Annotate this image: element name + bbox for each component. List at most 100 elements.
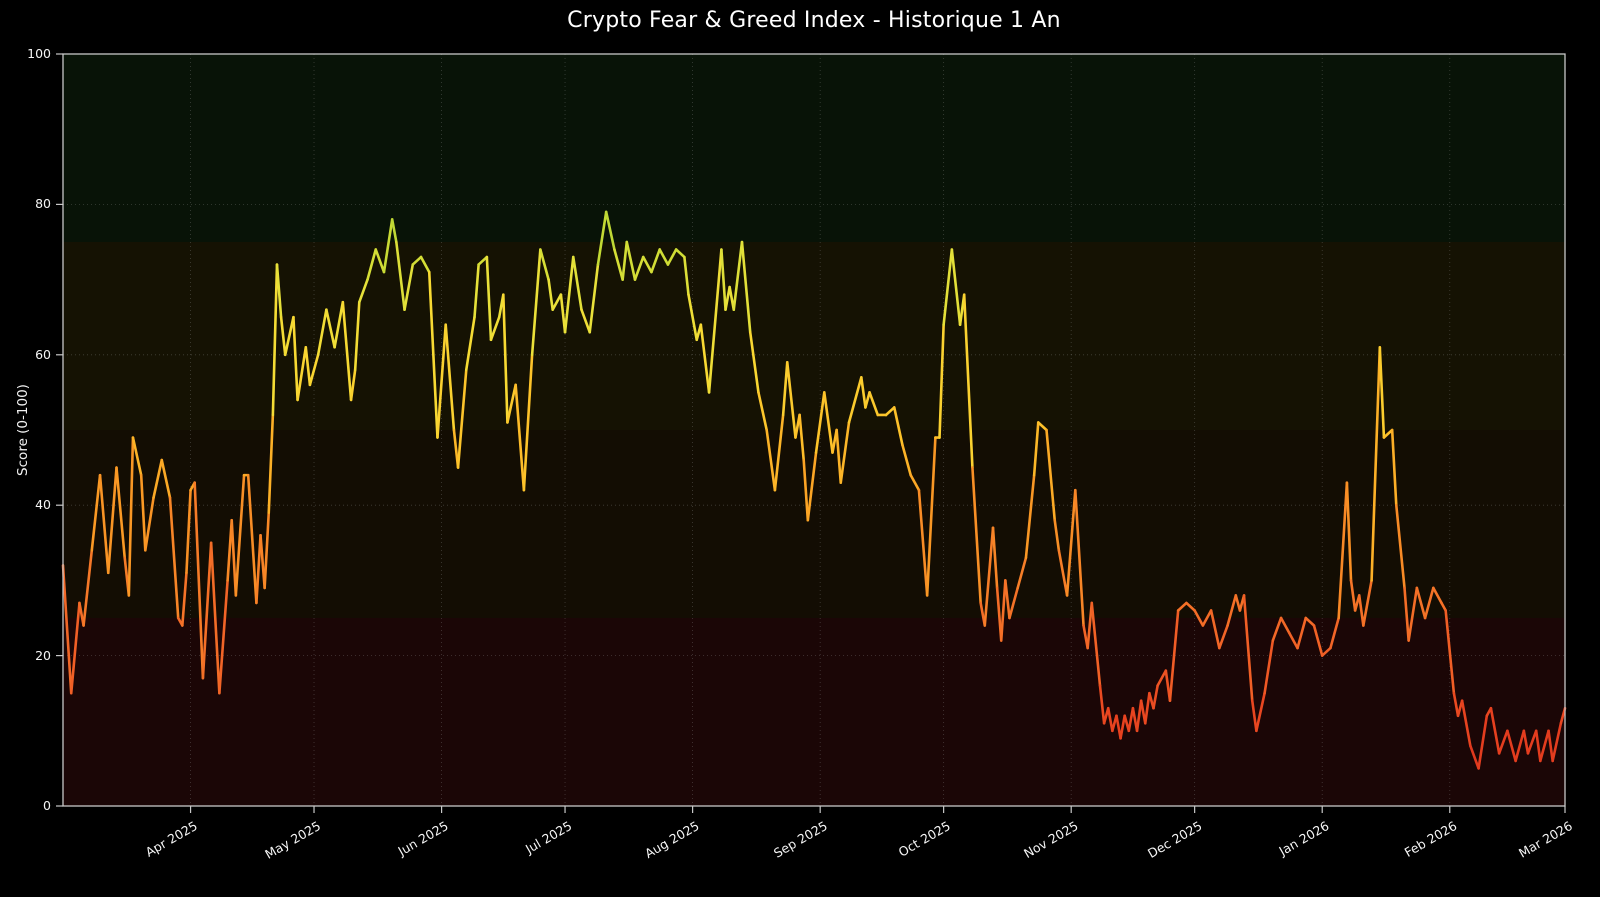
data-line-segment	[580, 308, 592, 334]
data-line-segment	[1226, 594, 1238, 627]
data-line-segment	[1279, 616, 1291, 635]
data-line-segment	[296, 345, 308, 402]
data-line-segment	[1349, 579, 1357, 612]
data-line-segment	[353, 300, 361, 372]
band-50-75	[63, 242, 1565, 430]
data-line-segment	[1255, 691, 1266, 733]
axes-frame	[62, 53, 1566, 807]
data-line-segment	[209, 541, 221, 695]
data-line-segment	[1469, 744, 1480, 770]
data-line-segment	[666, 248, 678, 266]
data-line-segment	[131, 436, 143, 477]
data-line-segment	[1271, 616, 1283, 642]
data-line-segment	[571, 255, 583, 311]
data-line-segment	[1423, 586, 1435, 620]
data-line-segment	[382, 218, 394, 274]
data-line-segment	[374, 248, 386, 274]
data-line-segment	[650, 248, 661, 274]
data-line-segment	[218, 579, 229, 695]
data-line-segment	[1074, 488, 1085, 627]
data-line-segment	[69, 601, 81, 695]
data-line-segment	[892, 406, 904, 447]
data-line-segment	[139, 473, 147, 552]
data-line-segment	[1168, 609, 1180, 703]
data-line-segment	[1053, 518, 1061, 552]
data-line-segment	[757, 391, 768, 432]
data-line-segment	[1460, 699, 1472, 748]
data-line-segment	[683, 255, 690, 296]
data-line-segment	[1320, 646, 1332, 657]
data-line-segment	[357, 278, 369, 304]
data-line-segment	[1234, 594, 1242, 612]
data-line-segment	[588, 263, 600, 334]
data-line-segment	[333, 300, 345, 349]
data-line-segment	[1357, 594, 1365, 627]
data-line-segment	[90, 473, 102, 552]
data-line-segment	[814, 391, 826, 454]
data-line-segment	[1477, 714, 1489, 770]
data-line-segment	[485, 255, 493, 342]
data-line-segment	[127, 436, 135, 597]
data-line-segment	[847, 376, 863, 424]
data-line-segment	[938, 323, 945, 439]
data-line-segment	[633, 255, 645, 281]
data-line-segment	[1143, 691, 1151, 725]
data-line-segment	[1004, 579, 1011, 620]
data-line-segment	[456, 368, 468, 469]
y-tick-label: 60	[35, 346, 51, 362]
data-line-segment	[366, 248, 378, 281]
data-line-segment	[925, 436, 937, 597]
data-line-segment	[1193, 609, 1205, 627]
data-line-segment	[1032, 421, 1040, 477]
data-line-segment	[539, 248, 550, 281]
data-line-segment	[1209, 609, 1221, 650]
data-line-segment	[1312, 624, 1324, 657]
data-line-segment	[860, 376, 867, 409]
data-line-segment	[773, 413, 785, 492]
data-line-segment	[1432, 586, 1443, 605]
data-line-segment	[732, 240, 744, 311]
data-line-segment	[1152, 684, 1159, 710]
data-line-segment	[1394, 503, 1406, 590]
data-line-segment	[1415, 586, 1427, 620]
data-line-segment	[1115, 714, 1122, 740]
data-line-segment	[255, 533, 262, 605]
data-line-segment	[1135, 699, 1143, 733]
data-line-segment	[193, 481, 205, 680]
data-line-segment	[559, 293, 567, 334]
data-line-segment	[152, 458, 164, 499]
y-tick-label: 0	[43, 798, 51, 813]
data-line-segment	[909, 473, 921, 492]
data-line-segment	[530, 248, 542, 357]
data-line-segment	[839, 421, 851, 484]
data-line-segment	[514, 383, 526, 492]
data-line-segment	[748, 330, 760, 394]
data-line-segment	[390, 218, 398, 244]
y-tick-label: 40	[35, 497, 51, 513]
data-line-segment	[781, 361, 789, 417]
data-line-segment	[547, 278, 554, 311]
data-line-segment	[563, 255, 575, 334]
data-line-segment	[596, 210, 608, 266]
data-line-segment	[444, 323, 456, 432]
data-line-segment	[61, 564, 73, 695]
data-line-segment	[765, 428, 777, 492]
band-0-25	[63, 618, 1565, 806]
data-line-segment	[699, 323, 711, 394]
data-line-segment	[1534, 729, 1542, 763]
data-line-segment	[740, 240, 752, 334]
data-line-segment	[304, 345, 312, 387]
data-line-segment	[999, 579, 1007, 642]
data-line-segment	[1304, 616, 1316, 627]
y-tick-label: 20	[35, 647, 51, 663]
data-line-segment	[962, 293, 974, 469]
data-line-segment	[201, 541, 213, 680]
data-line-segment	[144, 496, 155, 552]
data-line-segment	[1287, 631, 1299, 650]
data-line-segment	[82, 549, 94, 627]
data-line-segment	[1008, 586, 1019, 620]
data-line-segment	[1242, 594, 1254, 703]
data-line-segment	[687, 293, 699, 342]
data-line-segment	[983, 526, 995, 627]
data-line-segment	[1382, 428, 1394, 439]
